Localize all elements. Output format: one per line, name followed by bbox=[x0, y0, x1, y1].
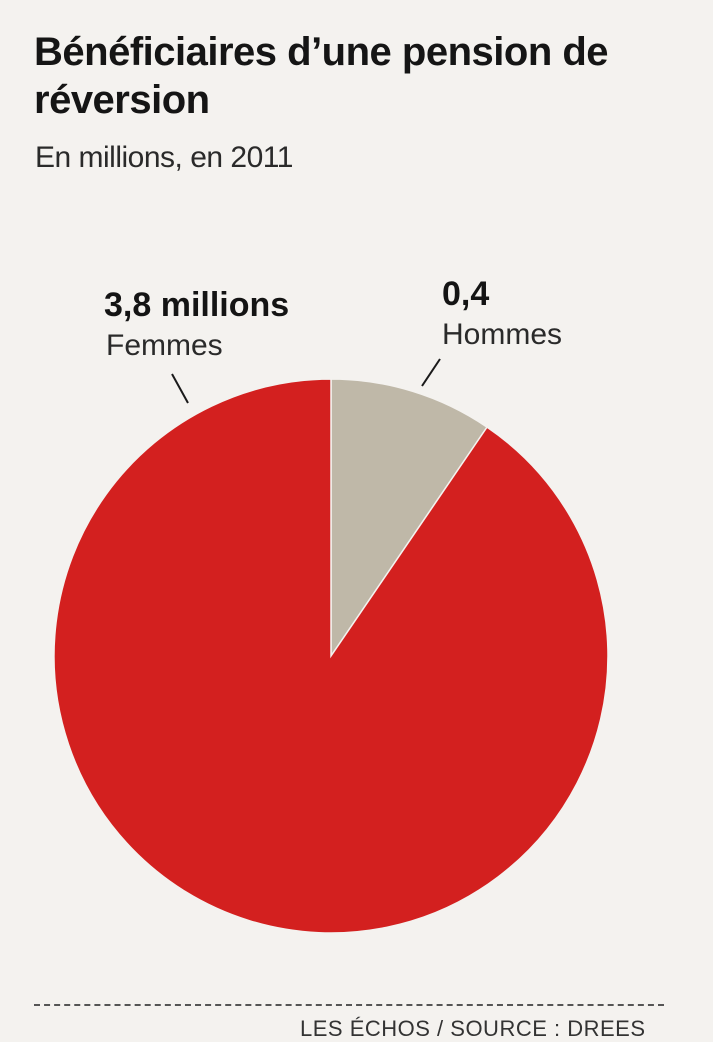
label-hommes-value: 0,4 bbox=[442, 275, 489, 313]
chart-title: Bénéficiaires d’une pension de réversion bbox=[34, 30, 609, 122]
pie-slice-hommes bbox=[330, 378, 489, 659]
chart-subtitle: En millions, en 2011 bbox=[35, 141, 293, 174]
label-hommes-name: Hommes bbox=[442, 318, 562, 351]
footer-divider bbox=[34, 1004, 664, 1006]
pie-slice-femmes bbox=[53, 378, 609, 934]
leader-line-femmes bbox=[171, 373, 189, 404]
pie-chart: 3,8 millions Femmes 0,4 Hommes bbox=[53, 275, 609, 934]
label-femmes-value: 3,8 millions bbox=[104, 286, 289, 324]
leader-line-hommes bbox=[421, 358, 441, 387]
source-credit: LES ÉCHOS / SOURCE : DREES bbox=[300, 1016, 646, 1041]
pie-slices bbox=[53, 378, 609, 934]
label-femmes-name: Femmes bbox=[106, 329, 223, 362]
